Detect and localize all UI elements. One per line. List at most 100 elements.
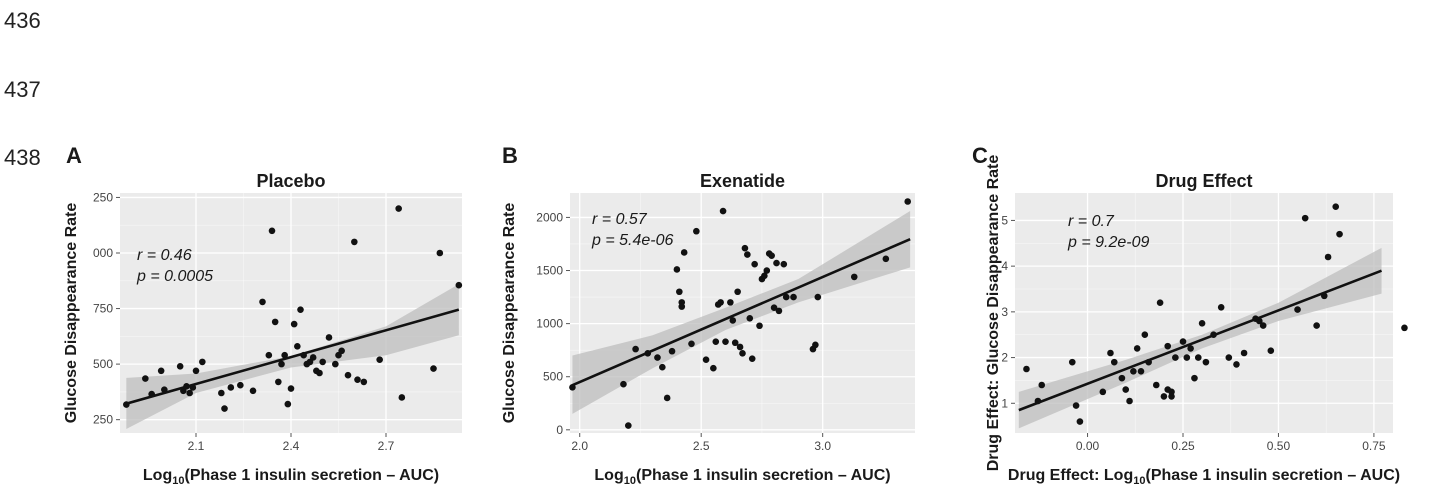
data-point <box>1325 254 1332 261</box>
data-point <box>272 319 279 326</box>
data-point <box>693 228 700 235</box>
data-point <box>376 356 383 363</box>
data-point <box>158 367 165 374</box>
y-tick-label: 0 <box>556 423 563 437</box>
data-point <box>688 340 695 347</box>
y-tick-label: 2000 <box>536 210 563 224</box>
data-point <box>625 422 632 429</box>
x-tick-label: 0.25 <box>1171 439 1195 453</box>
data-point <box>399 394 406 401</box>
data-point <box>1168 389 1175 396</box>
data-point <box>1073 402 1080 409</box>
data-point <box>812 342 819 349</box>
data-point <box>1077 418 1084 425</box>
correlation-annotation: r = 0.57 <box>592 211 648 228</box>
data-point <box>744 251 751 258</box>
data-point <box>259 299 266 306</box>
y-tick-label: 1500 <box>536 264 563 278</box>
data-point <box>734 288 741 295</box>
data-point <box>1302 215 1309 222</box>
data-point <box>1142 331 1149 338</box>
data-point <box>316 370 323 377</box>
y-tick-label: 500 <box>543 370 563 384</box>
p-value-annotation: p = 0.0005 <box>136 268 213 285</box>
data-point <box>790 294 797 301</box>
panel-a: 2.1 2.4 2.7250500750000250r = 0.46p = 0.00… <box>63 143 462 487</box>
data-point <box>669 348 676 355</box>
data-point <box>1191 375 1198 382</box>
data-point <box>742 245 749 252</box>
y-tick-label: 3 <box>1001 305 1008 319</box>
data-point <box>674 266 681 273</box>
p-value-annotation: p = 5.4e-06 <box>591 232 674 249</box>
x-axis-label: Drug Effect: Log10(Phase 1 insulin secre… <box>1008 467 1400 487</box>
data-point <box>1195 354 1202 361</box>
x-tick-label: 2.0 <box>571 439 588 453</box>
data-point <box>266 352 273 359</box>
data-point <box>681 249 688 256</box>
data-point <box>1157 299 1164 306</box>
data-point <box>1119 375 1126 382</box>
data-point <box>722 338 729 345</box>
data-point <box>773 260 780 267</box>
data-point <box>678 303 685 310</box>
data-point <box>395 205 402 212</box>
data-point <box>815 294 822 301</box>
data-point <box>319 359 326 366</box>
data-point <box>620 381 627 388</box>
data-point <box>456 282 463 289</box>
data-point <box>1107 350 1114 357</box>
y-tick-label: 5 <box>1001 213 1008 227</box>
data-point <box>186 390 193 397</box>
correlation-annotation: r = 0.46 <box>137 247 192 264</box>
data-point <box>1203 359 1210 366</box>
data-point <box>851 274 858 281</box>
data-point <box>269 227 276 234</box>
x-axis-label: Log10(Phase 1 insulin secretion – AUC) <box>143 467 439 487</box>
y-tick-label: 2 <box>1001 351 1008 365</box>
data-point <box>763 267 770 274</box>
data-point <box>193 367 200 374</box>
y-axis-label: Glucose Disappearance Rate <box>501 203 518 424</box>
panel-label: A <box>66 143 82 168</box>
data-point <box>632 346 639 353</box>
data-point <box>228 384 235 391</box>
data-point <box>676 288 683 295</box>
x-tick-label: 3.0 <box>814 439 831 453</box>
data-point <box>338 347 345 354</box>
data-point <box>177 363 184 370</box>
data-point <box>310 354 317 361</box>
data-point <box>361 379 368 386</box>
data-point <box>218 390 225 397</box>
data-point <box>1313 322 1320 329</box>
data-point <box>710 365 717 372</box>
x-tick-label: 0.75 <box>1362 439 1386 453</box>
data-point <box>345 372 352 379</box>
x-axis-label: Log10(Phase 1 insulin secretion – AUC) <box>594 467 890 487</box>
x-tick-label: 0.50 <box>1267 439 1291 453</box>
data-point <box>768 252 775 259</box>
x-tick-label: 0.00 <box>1076 439 1100 453</box>
chart-title: Placebo <box>256 171 325 191</box>
p-value-annotation: p = 9.2e-09 <box>1067 234 1150 251</box>
data-point <box>1038 382 1045 389</box>
data-point <box>250 387 257 394</box>
data-point <box>275 379 282 386</box>
data-point <box>221 405 228 412</box>
chart-title: Drug Effect <box>1155 171 1252 191</box>
data-point <box>1161 393 1168 400</box>
data-point <box>291 321 298 328</box>
data-point <box>1260 322 1267 329</box>
data-point <box>1111 359 1118 366</box>
x-tick-label: 2.7 <box>378 439 395 453</box>
data-point <box>297 306 304 313</box>
data-point <box>1164 343 1171 350</box>
data-point <box>1180 338 1187 345</box>
x-tick-label: 2.1 <box>188 439 205 453</box>
data-point <box>739 350 746 357</box>
chart-title: Exenatide <box>700 171 785 191</box>
data-point <box>1268 347 1275 354</box>
data-point <box>1199 320 1206 327</box>
data-point <box>1233 361 1240 368</box>
